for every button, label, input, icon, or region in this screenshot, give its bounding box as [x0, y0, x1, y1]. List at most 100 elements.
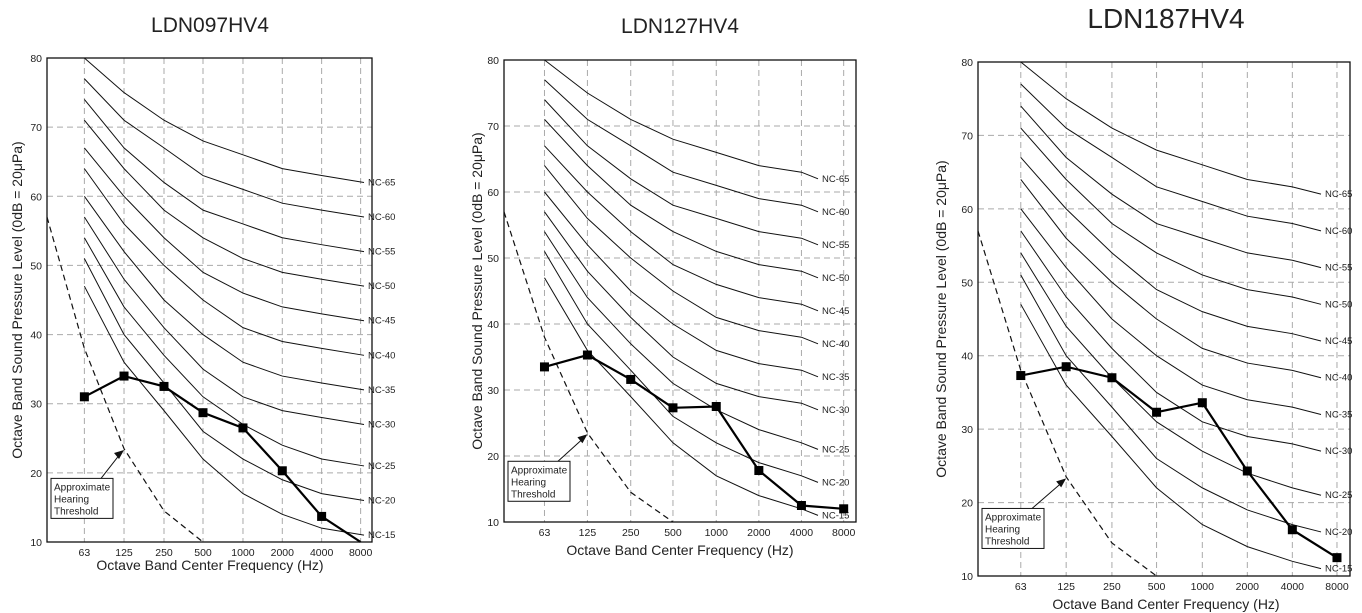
threshold-label-text: Hearing — [985, 524, 1020, 535]
y-tick-label: 20 — [487, 451, 499, 463]
nc-curve-label: NC-20 — [368, 496, 395, 507]
data-point-marker — [277, 466, 287, 476]
nc-curve-label: NC-65 — [1325, 189, 1352, 200]
nc-curve-label: NC-40 — [822, 339, 849, 350]
nc-curve-label: NC-50 — [1325, 299, 1352, 310]
data-point-marker — [1332, 553, 1342, 563]
x-tick-label: 63 — [79, 547, 91, 559]
nc-curve-label: NC-40 — [368, 350, 395, 361]
y-tick-label: 70 — [487, 121, 499, 133]
nc-curve — [1020, 252, 1322, 496]
data-point-marker — [796, 501, 806, 510]
threshold-label-text: Threshold — [54, 506, 98, 517]
nc-curve — [1020, 304, 1322, 570]
data-series-line — [544, 353, 844, 510]
nc-curve-label: NC-30 — [368, 419, 395, 430]
nc-curve-label: NC-35 — [822, 372, 849, 383]
nc-curve-label: NC-45 — [1325, 336, 1352, 347]
nc-curve-label: NC-60 — [822, 207, 849, 218]
data-point-marker — [1061, 362, 1071, 372]
nc-curve-label: NC-45 — [368, 316, 395, 327]
nc-curve-label: NC-55 — [822, 240, 849, 251]
x-tick-label: 2000 — [747, 527, 771, 539]
data-point-marker — [79, 392, 89, 402]
y-tick-label: 50 — [961, 277, 973, 289]
nc-curve-label: NC-15 — [1325, 564, 1352, 575]
threshold-label-box — [981, 507, 1045, 549]
nc-curve-label: NC-60 — [368, 212, 395, 223]
nc-curve-label: NC-25 — [1325, 490, 1352, 501]
threshold-label-box — [50, 477, 114, 519]
data-point-marker — [1107, 373, 1117, 383]
data-point-marker — [119, 371, 129, 381]
data-point-marker — [317, 511, 327, 521]
x-tick-label: 2000 — [271, 547, 295, 559]
y-tick-label: 40 — [30, 330, 42, 342]
data-point-marker — [668, 403, 678, 413]
threshold-arrow-line — [1031, 481, 1063, 509]
nc-curve-label: NC-30 — [822, 405, 849, 416]
data-point-marker — [1152, 407, 1162, 417]
data-point-marker — [1287, 525, 1297, 535]
x-tick-label: 63 — [1015, 581, 1027, 593]
y-axis-label: Octave Band Sound Pressure Level (0dB = … — [469, 132, 485, 449]
y-tick-label: 10 — [487, 517, 499, 529]
chart-title: LDN187HV4 — [1087, 3, 1244, 34]
data-point-marker — [1197, 398, 1207, 408]
y-tick-label: 70 — [961, 130, 973, 142]
nc-curve — [83, 195, 365, 391]
y-tick-label: 80 — [961, 57, 973, 69]
nc-curve — [1020, 157, 1322, 342]
x-axis-label: Octave Band Center Frequency (Hz) — [1052, 596, 1279, 612]
nc-curve-label: NC-50 — [368, 281, 395, 292]
y-tick-label: 50 — [30, 260, 42, 272]
nc-curve-label: NC-30 — [1325, 446, 1352, 457]
plot-frame — [46, 57, 373, 543]
nc-curve — [83, 237, 365, 467]
y-tick-label: 10 — [961, 571, 973, 583]
x-tick-label: 250 — [1103, 581, 1121, 593]
nc-curve — [544, 165, 819, 345]
nc-curve-label: NC-25 — [368, 461, 395, 472]
chart-title: LDN127HV4 — [621, 15, 739, 38]
nc-curve-label: NC-15 — [822, 510, 849, 521]
chart-panel-2: LDN127HV4 10 20 30 40 50 60 70 80 63 125 250 500 1000… — [469, 15, 857, 558]
nc-curve — [544, 99, 819, 246]
nc-curve — [544, 191, 819, 378]
y-tick-label: 30 — [961, 424, 973, 436]
x-tick-label: 8000 — [832, 527, 856, 539]
nc-curve-label: NC-65 — [822, 174, 849, 185]
y-tick-label: 80 — [30, 53, 42, 65]
y-tick-label: 50 — [487, 253, 499, 265]
nc-curve-label: NC-40 — [1325, 373, 1352, 384]
nc-curve-label: NC-60 — [1325, 226, 1352, 237]
y-tick-label: 80 — [487, 55, 499, 67]
chart-panel-3: LDN187HV4 10 20 30 40 50 60 70 80 63 125 250 500 1000… — [933, 3, 1352, 612]
y-axis-label: Octave Band Sound Pressure Level (0dB = … — [933, 160, 949, 477]
threshold-arrowhead — [1056, 478, 1067, 488]
nc-curve — [84, 57, 365, 183]
threshold-label-text: Approximate — [985, 512, 1042, 523]
nc-curve — [1020, 274, 1322, 533]
nc-curve-label: NC-35 — [368, 385, 395, 396]
nc-curve-label: NC-20 — [822, 477, 849, 488]
plot-frame — [977, 61, 1351, 577]
x-tick-label: 500 — [194, 547, 212, 559]
nc-curve — [544, 231, 819, 450]
nc-curve — [83, 119, 365, 287]
threshold-label-text: Hearing — [54, 494, 89, 505]
nc-curve — [544, 251, 819, 483]
nc-curve — [83, 285, 365, 536]
y-tick-label: 40 — [961, 351, 973, 363]
plot-frame — [503, 59, 857, 523]
threshold-arrow-line — [557, 437, 584, 462]
nc-curve-label: NC-55 — [1325, 263, 1352, 274]
nc-curve-label: NC-50 — [822, 273, 849, 284]
nc-curve — [544, 79, 819, 213]
chart-title: LDN097HV4 — [151, 14, 269, 37]
x-tick-label: 8000 — [1325, 581, 1349, 593]
data-series-line — [1020, 365, 1338, 559]
data-point-marker — [198, 408, 208, 418]
x-tick-label: 1000 — [231, 547, 255, 559]
